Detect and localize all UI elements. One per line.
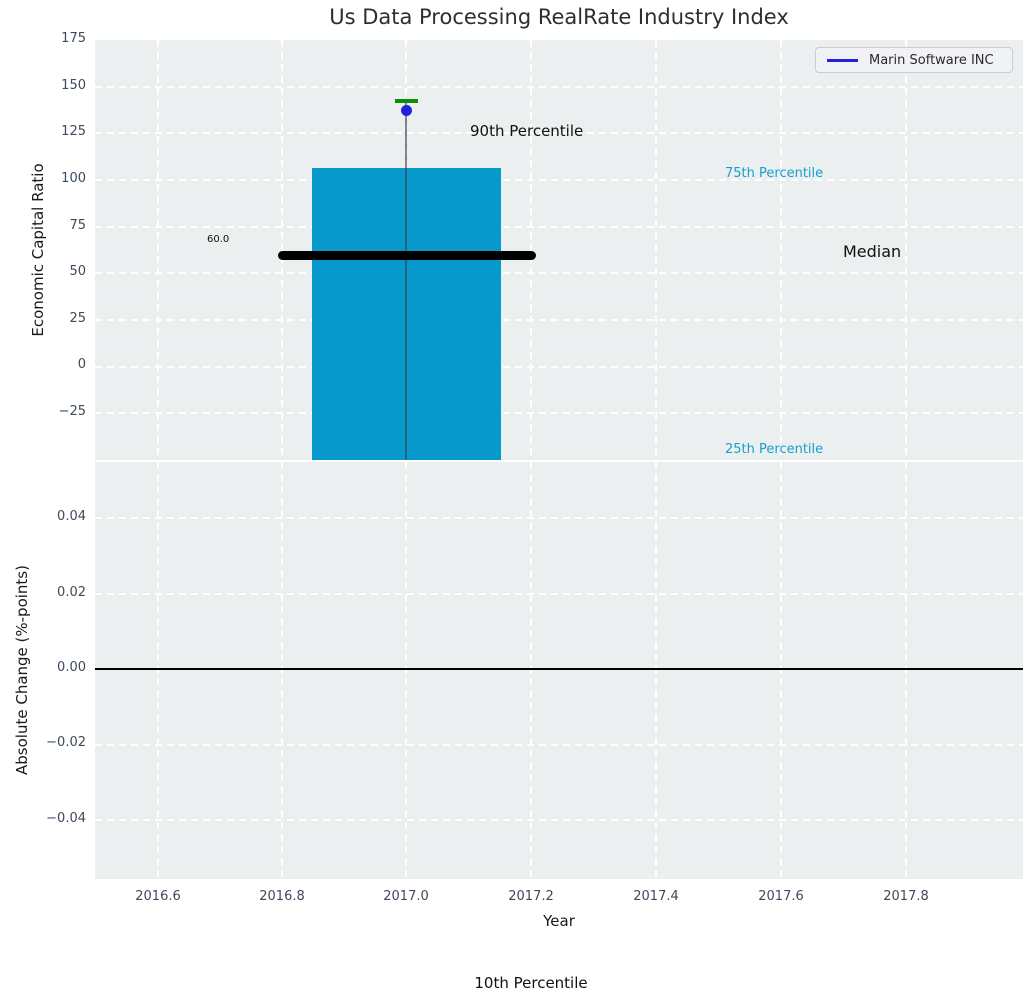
chart-title: Us Data Processing RealRate Industry Ind… — [329, 5, 789, 29]
median-value-label: 60.0 — [207, 234, 230, 245]
y-tick-label: −25 — [58, 404, 86, 419]
gridline — [655, 462, 657, 879]
p90-tick-marker — [395, 99, 418, 103]
gridline — [157, 462, 159, 879]
y-tick-label: 0 — [77, 357, 86, 372]
y-tick-label: −0.02 — [46, 735, 86, 750]
whisker-line — [405, 101, 407, 460]
gridline — [95, 86, 1023, 88]
bottom-plot-area — [95, 462, 1023, 879]
gridline — [95, 132, 1023, 134]
top-plot-area: 90th Percentile 75th Percentile Median 2… — [95, 40, 1023, 460]
gridline — [95, 593, 1023, 595]
y-tick-label: 25 — [69, 311, 86, 326]
y-tick-label: −0.04 — [46, 811, 86, 826]
annotation-90th-percentile: 90th Percentile — [470, 122, 584, 140]
annotation-10th-percentile: 10th Percentile — [474, 974, 588, 992]
x-tick-label: 2017.0 — [383, 889, 429, 904]
x-tick-label: 2016.8 — [259, 889, 305, 904]
y-tick-label: 175 — [61, 31, 86, 46]
x-tick-label: 2017.8 — [883, 889, 929, 904]
gridline — [95, 366, 1023, 368]
x-tick-label: 2017.6 — [758, 889, 804, 904]
y-tick-label: 50 — [69, 264, 86, 279]
gridline — [95, 744, 1023, 746]
y-tick-label: 0.04 — [57, 509, 86, 524]
gridline — [95, 517, 1023, 519]
xlabel-year: Year — [543, 912, 575, 930]
gridline — [530, 462, 532, 879]
zero-line — [95, 668, 1023, 670]
y-tick-label: 100 — [61, 171, 86, 186]
gridline — [95, 179, 1023, 181]
gridline — [780, 40, 782, 460]
gridline — [95, 819, 1023, 821]
gridline — [780, 462, 782, 879]
gridline — [95, 226, 1023, 228]
legend: Marin Software INC — [815, 47, 1013, 73]
annotation-75th-percentile: 75th Percentile — [725, 166, 824, 181]
y-tick-label: 150 — [61, 78, 86, 93]
gridline — [905, 462, 907, 879]
gridline — [95, 272, 1023, 274]
gridline — [655, 40, 657, 460]
x-tick-label: 2016.6 — [135, 889, 181, 904]
legend-label: Marin Software INC — [869, 52, 994, 68]
gridline — [95, 412, 1023, 414]
gridline — [281, 40, 283, 460]
y-tick-label: 75 — [69, 218, 86, 233]
y-tick-label: 0.00 — [57, 660, 86, 675]
annotation-25th-percentile: 25th Percentile — [725, 442, 824, 457]
ylabel-absolute-change: Absolute Change (%-points) — [13, 565, 31, 775]
gridline — [157, 40, 159, 460]
gridline — [405, 462, 407, 879]
y-tick-label: 125 — [61, 124, 86, 139]
y-tick-label: 0.02 — [57, 585, 86, 600]
median-line — [278, 251, 536, 260]
gridline — [95, 319, 1023, 321]
gridline — [530, 40, 532, 460]
x-tick-label: 2017.4 — [633, 889, 679, 904]
annotation-median: Median — [843, 242, 902, 261]
ylabel-economic-capital-ratio: Economic Capital Ratio — [29, 163, 47, 337]
company-value-dot — [401, 105, 412, 116]
gridline — [281, 462, 283, 879]
legend-line-swatch — [827, 58, 858, 62]
x-tick-label: 2017.2 — [508, 889, 554, 904]
gridline — [905, 40, 907, 460]
